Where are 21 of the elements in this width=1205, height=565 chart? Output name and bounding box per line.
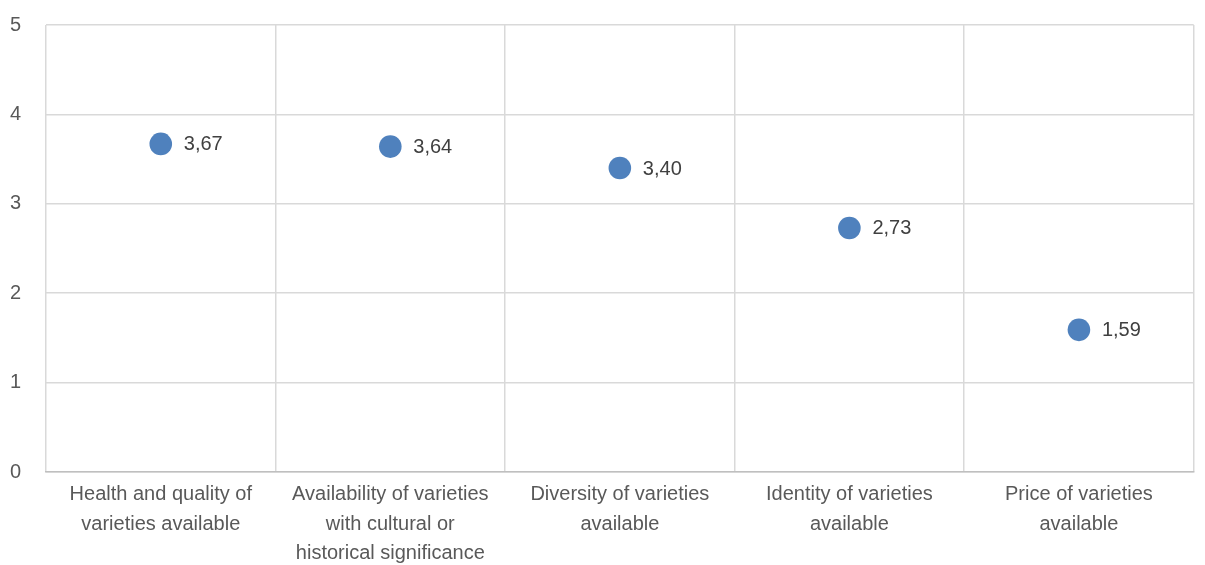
point xyxy=(379,135,402,158)
data-label: 1,59 xyxy=(1101,318,1141,341)
x-tick-label: Diversity of varieties available xyxy=(530,482,710,534)
data-label: 3,64 xyxy=(413,135,453,158)
y-tick-label: 3 xyxy=(9,191,21,214)
y-tick-label: 0 xyxy=(9,459,21,482)
y-tick-label: 5 xyxy=(9,12,21,35)
point xyxy=(608,156,632,180)
point xyxy=(838,216,861,240)
x-tick-label: Health and quality of varieties available xyxy=(69,482,253,534)
point xyxy=(149,132,173,156)
y-tick-label: 2 xyxy=(9,280,21,303)
data-label: 2,73 xyxy=(872,216,912,239)
data-label: 3,40 xyxy=(642,156,682,179)
data-label: 3,67 xyxy=(183,132,223,155)
y-tick-label: 1 xyxy=(9,370,21,393)
point xyxy=(1067,318,1091,342)
y-tick-label: 4 xyxy=(9,101,21,124)
x-tick-label: Identity of varieties available xyxy=(766,482,933,534)
x-tick-label: Availability of varieties with cultural or historical significance xyxy=(292,482,489,564)
x-tick-label: Price of varieties available xyxy=(1005,482,1153,534)
